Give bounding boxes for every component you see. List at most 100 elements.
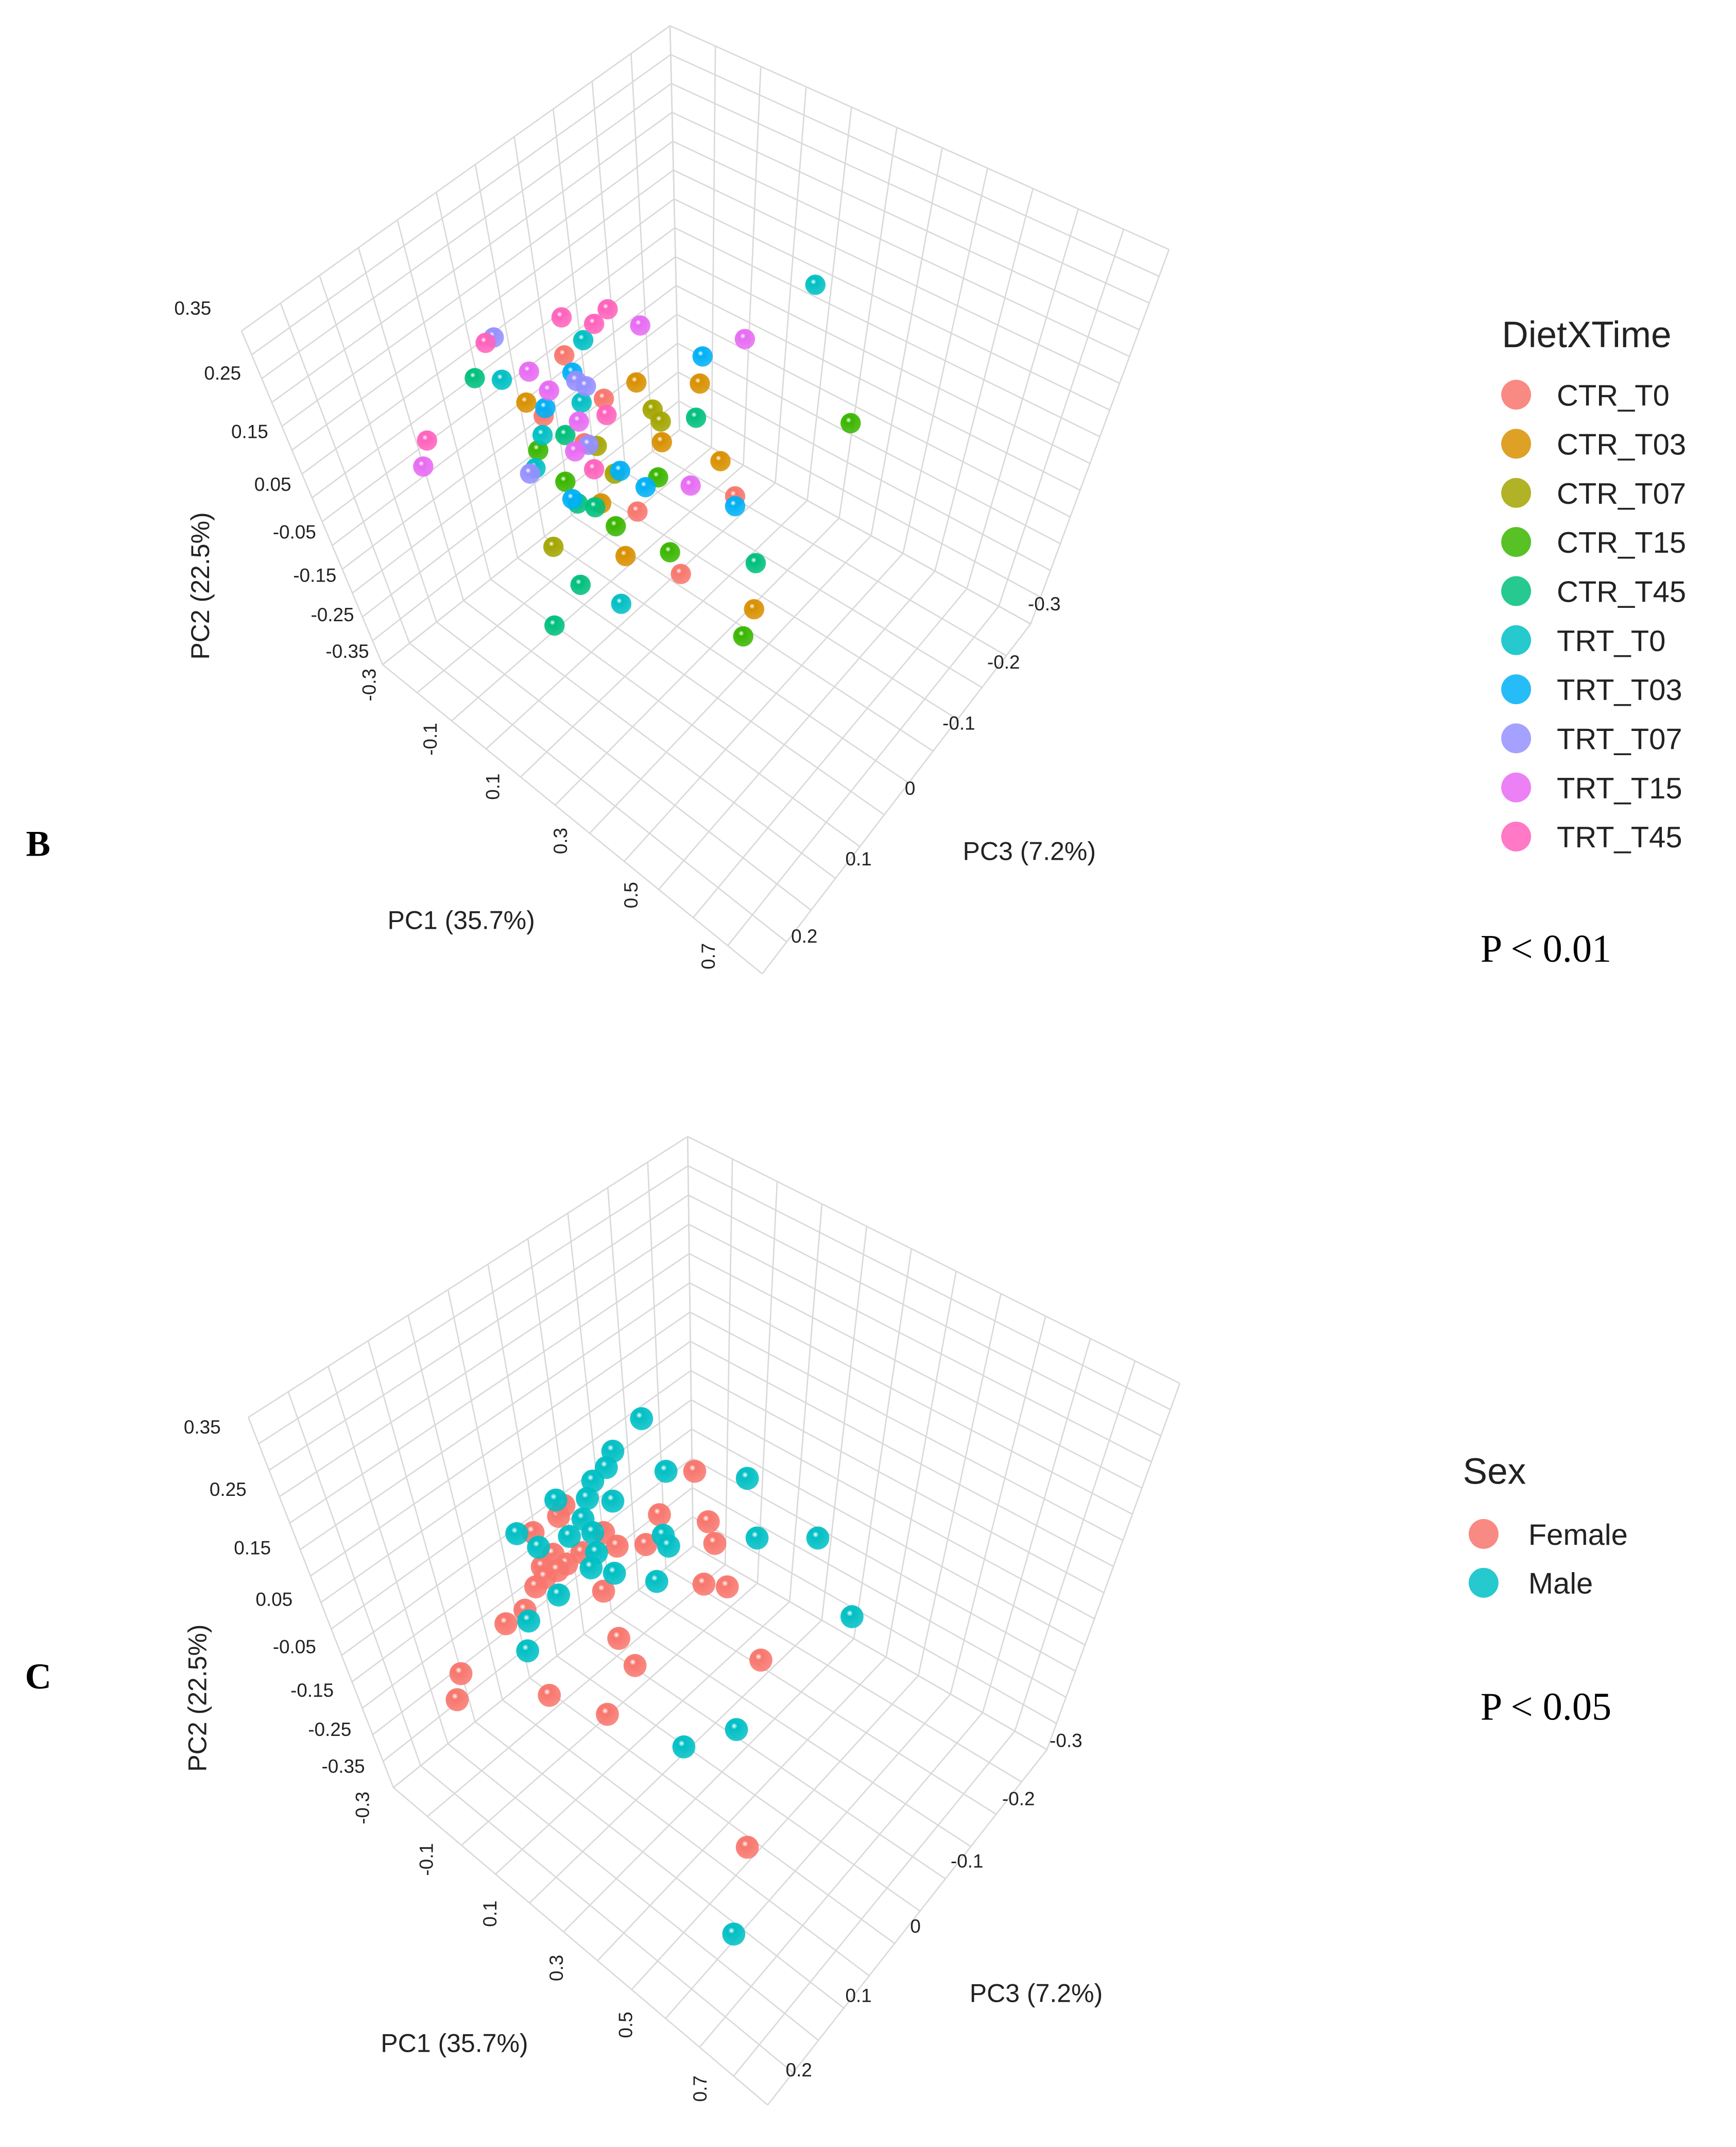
data-point-male [601,1489,625,1513]
left-wall-grid [240,25,680,666]
gridline [677,343,1061,544]
legend-swatch [1501,772,1532,803]
gridline [495,1601,790,1875]
data-point-ctr-t0 [671,564,691,585]
gridline [555,517,840,806]
data-point-female [538,1683,561,1707]
right-wall-grid [669,25,1170,625]
gridline [372,400,680,641]
data-point-female [494,1612,518,1635]
data-point-ctr-t03 [615,546,636,567]
legend-swatch [1501,723,1532,754]
pc2-tick-label: 0.35 [174,298,211,319]
legend-swatch [1468,1519,1499,1549]
data-point-trt-t45 [417,430,438,451]
gridline [563,1638,855,1933]
pc1-tick-label: -0.3 [352,1792,373,1825]
gridline [486,482,776,749]
gridline [310,1311,691,1577]
gridline [420,1765,794,2073]
data-point-female [607,1627,630,1650]
gridline [583,1633,946,1880]
gridline [289,1253,690,1524]
data-point-ctr-t15 [733,626,754,647]
pc2-tick-label: 0.15 [231,421,268,442]
data-point-ctr-t45 [570,574,591,595]
data-point-female [683,1459,707,1483]
data-point-female [596,1702,619,1726]
data-point-male [544,1488,568,1512]
data-point-trt-t15 [519,361,540,382]
gridline [671,82,1150,304]
data-point-male [547,1583,571,1607]
gridline [362,371,679,618]
floor-grid [393,1545,1048,2106]
data-point-female [703,1531,727,1555]
pc1-tick-label: -0.3 [359,669,380,702]
pc3-tick-label: 0.1 [845,848,871,870]
pc3-tick-label: -0.2 [1002,1788,1035,1809]
data-point-ctr-t45 [555,424,576,446]
legend-item: TRT_T15 [1501,772,1682,805]
data-point-male [725,1718,748,1741]
pc3-axis-title: PC3 (7.2%) [963,837,1096,865]
gridline [733,1730,1016,2077]
gridline [281,141,674,427]
gridline [692,1487,1067,1698]
gridline [673,169,1120,384]
gridline [291,169,674,451]
gridline [689,1282,1133,1515]
data-point-female [735,1835,759,1859]
floor-grid [382,429,1032,975]
gridline [658,570,936,890]
gridline [463,600,836,879]
data-point-trt-t45 [583,314,605,334]
gridline [589,535,872,834]
legend-item: TRT_T03 [1501,674,1682,707]
legend-swatch [1501,527,1532,557]
data-point-male [745,1526,769,1550]
legend-swatch [1501,576,1532,606]
data-point-ctr-t07 [650,411,671,432]
gridline [611,1611,971,1847]
data-point-trt-t0 [491,369,512,390]
legend-label: CTR_T0 [1557,379,1670,412]
data-point-female [696,1510,720,1533]
data-point-ctr-t03 [690,373,710,394]
gridline [417,447,712,693]
gridline [693,1545,1047,1750]
gridline [312,227,676,499]
gridline [271,112,673,403]
data-point-trt-t03 [635,477,656,498]
data-point-ctr-t07 [543,536,564,557]
data-point-ctr-t15 [606,516,626,537]
pc2-tick-label: -0.25 [311,604,354,625]
gridline [672,141,1130,357]
legend-item: CTR_T15 [1501,526,1686,559]
legend: DietXTime CTR_T0 CTR_T03 CTR_T07 CTR_T15 CTR_… [1501,315,1686,854]
pc2-tick-label: -0.35 [322,1756,365,1777]
data-point-female [546,1559,569,1582]
legend-item: CTR_T07 [1501,478,1686,510]
gridline [692,1516,1057,1724]
legend-label: TRT_T15 [1557,772,1682,805]
data-point-female [606,1535,629,1558]
gridline [688,1194,1161,1437]
data-point-ctr-t03 [626,372,647,393]
legend-item: CTR_T0 [1501,379,1670,412]
gridline [676,285,1080,491]
panel-label: B [26,824,50,864]
data-point-ctr-t45 [745,553,766,573]
data-point-ctr-t03 [744,599,765,620]
data-point-ctr-t03 [710,451,731,471]
gridline [529,1677,895,1944]
pc2-tick-label: -0.05 [273,1637,316,1658]
pc1-tick-label: -0.1 [416,1843,437,1876]
gridline [502,1699,870,1976]
pc3-tick-label: -0.1 [951,1851,984,1872]
gridline [300,1282,690,1550]
data-point-male [672,1735,696,1759]
gridline [261,83,672,380]
